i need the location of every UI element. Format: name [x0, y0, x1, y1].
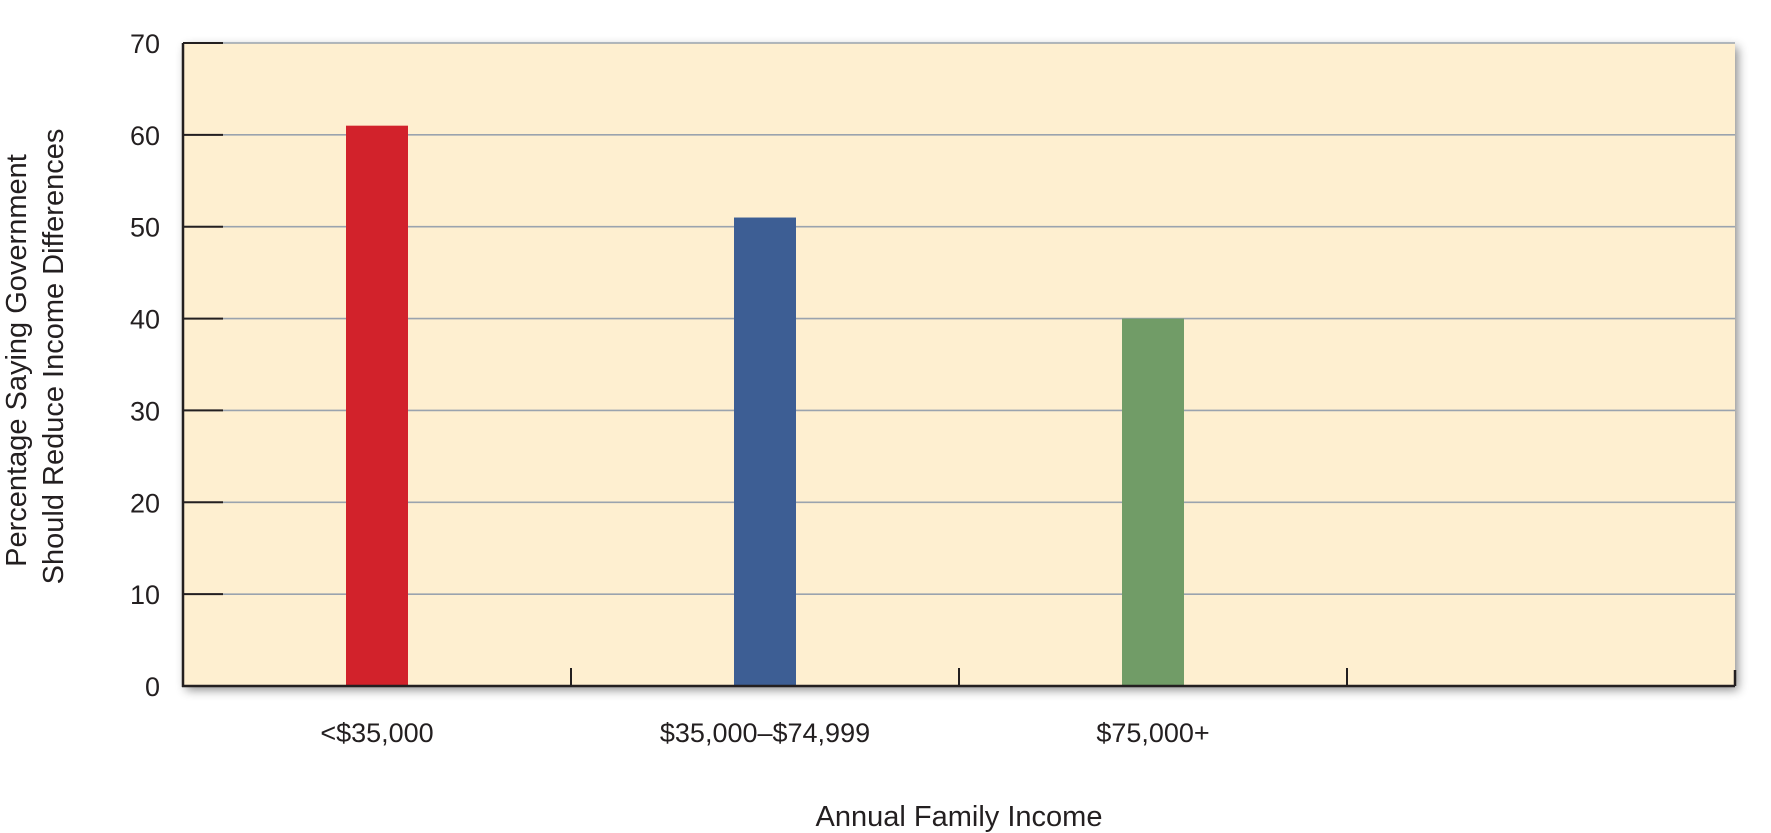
y-tick-labels: 0 10 20 30 40 50 60 70 — [130, 29, 160, 702]
x-tick-label-0: <$35,000 — [320, 718, 433, 748]
y-tick-label-0: 0 — [145, 672, 160, 702]
bar-2 — [1122, 318, 1184, 686]
y-tick-label-50: 50 — [130, 213, 160, 243]
x-tick-label-1: $35,000–$74,999 — [660, 718, 870, 748]
y-axis-title: Percentage Saying Government Should Redu… — [1, 129, 70, 585]
y-axis-title-line-1: Percentage Saying Government — [1, 154, 33, 567]
axes — [181, 42, 1737, 688]
y-tick-label-10: 10 — [130, 580, 160, 610]
x-axis-title: Annual Family Income — [816, 801, 1103, 833]
y-tick-label-70: 70 — [130, 29, 160, 59]
bar-1 — [734, 217, 796, 686]
bar-0 — [346, 125, 408, 686]
y-tick-label-60: 60 — [130, 121, 160, 151]
y-tick-label-20: 20 — [130, 488, 160, 518]
y-tick-label-40: 40 — [130, 305, 160, 335]
x-tick-labels: <$35,000 $35,000–$74,999 $75,000+ — [320, 718, 1209, 748]
y-tick-label-30: 30 — [130, 396, 160, 426]
y-axis-title-line-2: Should Reduce Income Differences — [38, 129, 70, 585]
gridlines — [183, 42, 1735, 595]
x-tick-label-2: $75,000+ — [1096, 718, 1209, 748]
plot-area — [183, 43, 1735, 686]
bars — [346, 125, 1184, 686]
